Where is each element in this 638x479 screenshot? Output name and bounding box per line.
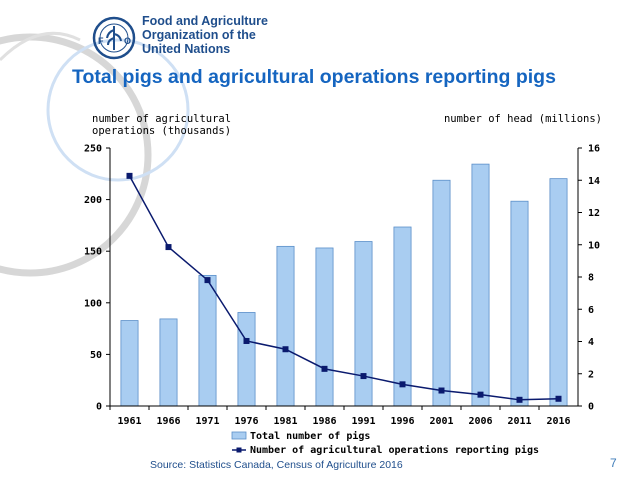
line-point <box>477 391 484 398</box>
x-tick-label: 1996 <box>390 416 414 427</box>
legend-label-pigs: Total number of pigs <box>250 430 370 442</box>
x-tick-label: 2006 <box>468 416 492 427</box>
org-line: Food and Agriculture <box>142 14 268 28</box>
x-tick-label: 1971 <box>195 416 219 427</box>
right-tick-label: 0 <box>588 402 594 413</box>
org-line: United Nations <box>142 42 231 56</box>
line-point <box>204 277 211 284</box>
bar <box>276 245 295 407</box>
x-tick-label: 2001 <box>429 416 453 427</box>
right-tick-label: 2 <box>588 369 594 380</box>
bar <box>120 320 139 407</box>
line-point <box>555 395 562 402</box>
operations-line <box>128 175 559 401</box>
bar <box>315 247 334 407</box>
x-tick-label: 2011 <box>507 416 531 427</box>
line-point <box>360 373 367 380</box>
bar <box>354 241 373 407</box>
organization-name: Food and Agriculture Organization of the… <box>142 14 268 56</box>
bar <box>510 200 529 407</box>
line-point <box>516 396 523 403</box>
line-point <box>282 346 289 353</box>
x-tick-label: 1986 <box>312 416 336 427</box>
x-tick-label: 2016 <box>546 416 570 427</box>
left-tick-label: 250 <box>84 144 102 155</box>
svg-text:O: O <box>124 36 131 46</box>
left-tick-label: 50 <box>90 350 102 361</box>
svg-text:F: F <box>98 36 104 46</box>
right-tick-label: 16 <box>588 144 600 155</box>
decorative-arc <box>46 38 190 182</box>
bar <box>549 178 568 407</box>
left-axis-title-line: operations (thousands) <box>92 125 232 137</box>
right-tick-label: 4 <box>588 337 594 348</box>
line-point <box>399 381 406 388</box>
bar <box>198 274 217 407</box>
right-tick-label: 6 <box>588 305 594 316</box>
line-point <box>165 244 172 251</box>
x-tick-label: 1961 <box>117 416 141 427</box>
right-axis-title: number of head (millions) <box>443 113 602 125</box>
x-tick-label: 1966 <box>156 416 180 427</box>
source-note: Source: Statistics Canada, Census of Agr… <box>150 459 403 471</box>
x-tick-label: 1991 <box>351 416 375 427</box>
line-point <box>243 337 250 344</box>
left-tick-label: 150 <box>84 247 102 258</box>
bar <box>237 312 256 407</box>
left-tick-label: 0 <box>96 402 102 413</box>
line-point <box>438 387 445 394</box>
legend-label-operations: Number of agricultural operations report… <box>250 444 539 456</box>
line-point <box>126 172 133 179</box>
legend-bar-swatch <box>231 431 247 440</box>
org-line: Organization of the <box>142 28 256 42</box>
bar <box>432 179 451 407</box>
bar <box>471 163 490 407</box>
right-tick-label: 12 <box>588 208 600 219</box>
right-tick-label: 14 <box>588 176 600 187</box>
decorative-wave <box>0 31 81 62</box>
x-tick-label: 1981 <box>273 416 297 427</box>
left-tick-label: 100 <box>84 298 102 309</box>
bar <box>159 318 178 407</box>
right-tick-label: 10 <box>588 240 600 251</box>
fao-logo: F O <box>92 16 136 60</box>
slide-title: Total pigs and agricultural operations r… <box>72 66 556 88</box>
bar <box>393 226 412 407</box>
page-number: 7 <box>610 456 617 470</box>
x-tick-label: 1976 <box>234 416 258 427</box>
legend-line-marker <box>236 447 242 453</box>
right-tick-label: 8 <box>588 273 594 284</box>
left-axis-title: number of agricultural operations (thous… <box>92 113 231 137</box>
line-point <box>321 365 328 372</box>
left-axis-title-line: number of agricultural <box>92 113 232 125</box>
left-tick-label: 200 <box>84 195 102 206</box>
